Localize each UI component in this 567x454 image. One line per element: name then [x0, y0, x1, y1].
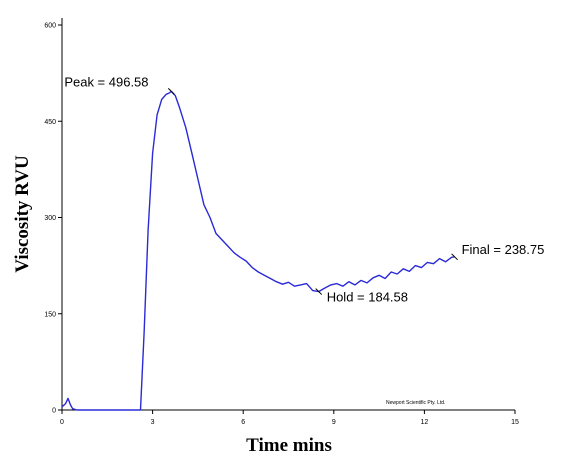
x-tick-label: 12: [421, 419, 429, 426]
annotation-marker: [167, 88, 175, 95]
annotation-marker: [451, 253, 458, 261]
x-tick-label: 6: [241, 419, 245, 426]
watermark-text: Newport Scientific Pty. Ltd.: [386, 400, 445, 406]
annotation-label: Peak = 496.58: [64, 74, 148, 89]
annotation-marker: [315, 288, 323, 295]
y-tick-label: 600: [44, 23, 56, 30]
x-tick-label: 0: [60, 419, 64, 426]
annotation-label: Final = 238.75: [462, 242, 545, 257]
x-axis-title: Time mins: [246, 435, 332, 454]
y-tick-label: 150: [44, 311, 56, 318]
annotation-label: Hold = 184.58: [327, 290, 408, 305]
y-tick-label: 0: [52, 408, 56, 415]
plot-area: [61, 90, 455, 411]
y-tick-label: 300: [44, 215, 56, 222]
annotations: Peak = 496.58 Hold = 184.58 Final = 238.75: [64, 74, 544, 304]
x-tick-label: 15: [511, 419, 519, 426]
y-axis-title: Viscosity RVU: [12, 155, 33, 273]
viscosity-series-line: [61, 90, 455, 411]
x-tick-label: 3: [151, 419, 155, 426]
y-tick-label: 450: [44, 119, 56, 126]
x-tick-label: 9: [332, 419, 336, 426]
